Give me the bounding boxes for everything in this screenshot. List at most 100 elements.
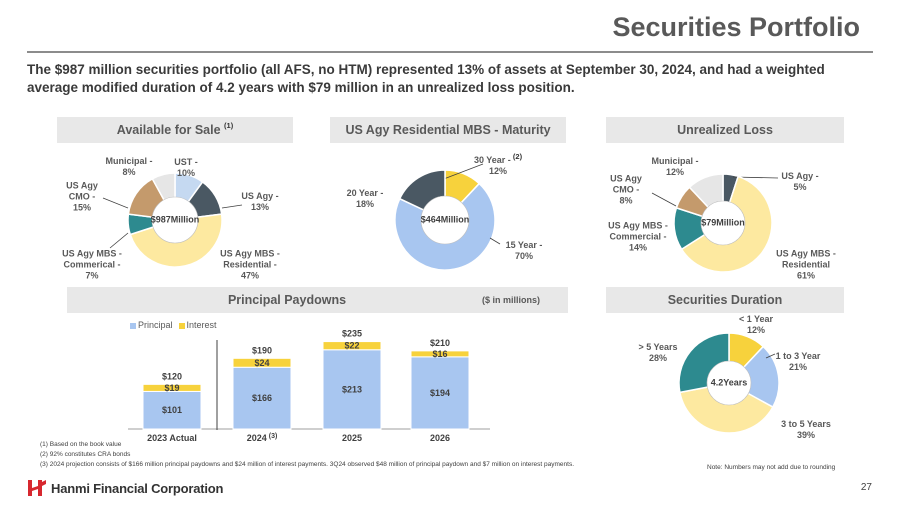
pie-4-label--1-year-line: < 1 Year bbox=[738, 314, 774, 324]
pie-2-label-us-agy-mbs-commercial-line: 14% bbox=[628, 242, 648, 253]
bar-total-label-3: $210 bbox=[430, 338, 450, 348]
pie-0-label-us-agy-cmo-line: 15% bbox=[72, 202, 92, 213]
section-header-paydowns-label: Principal Paydowns bbox=[227, 293, 347, 307]
pie-2-center-label: $79Million bbox=[701, 218, 745, 229]
section-header-mbs: US Agy Residential MBS - Maturity bbox=[330, 117, 566, 143]
pie-0-label-us-agy-cmo-line: US Agy bbox=[66, 180, 98, 191]
pie-4-center-label-line: 4.2 bbox=[710, 377, 724, 388]
pie-2-label-us-agy-mbs-commercial-line: US Agy MBS - bbox=[608, 220, 668, 231]
bar-principal-0 bbox=[142, 390, 202, 430]
bar-principal-label-0: $101 bbox=[162, 405, 182, 415]
pie-0-label-municipal-line: 8% bbox=[122, 167, 136, 177]
pie-4-label-1-to-3-year: 1 to 3 Year 21% bbox=[776, 351, 821, 373]
pie-0-label-ust-line: UST - bbox=[174, 157, 198, 167]
pie-1-label-15-year-line: 15 Year - bbox=[505, 240, 543, 250]
pie-0-label-ust: UST -10% bbox=[174, 157, 198, 179]
pie-2 bbox=[651, 173, 779, 273]
pie-0-label-us-agy-cmo-line: CMO - bbox=[68, 191, 96, 202]
section-header-paydowns: Principal Paydowns ($ in millions) bbox=[67, 287, 568, 313]
pie-0-label-us-agy-mbs-commerical-line: Commerical - bbox=[63, 259, 121, 270]
bar-interest-1 bbox=[232, 357, 292, 368]
bar-total-label-1: $190 bbox=[252, 345, 272, 355]
pie-0-center-label-line: Million bbox=[170, 214, 200, 225]
pie-1 bbox=[394, 163, 501, 271]
pie-2-label-us-agy-cmo-line: CMO - bbox=[612, 184, 640, 195]
pie-0-label-us-agy-mbs-commerical-line: 7% bbox=[85, 270, 99, 281]
page-title: Securities Portfolio bbox=[612, 12, 860, 42]
pie-2-label-us-agy-cmo-line: 8% bbox=[619, 195, 633, 206]
pie-2-label-us-agy-mbs-commercial-line: Commercial - bbox=[609, 231, 667, 242]
rounding-note: Note: Numbers may not add due to roundin… bbox=[707, 464, 836, 471]
pie-0-label-us-agy-mbs-residential: US Agy MBS - Residential -47% bbox=[220, 249, 280, 282]
pie-4-slice-3-to-5-years bbox=[679, 382, 774, 434]
pie-0-label-us-agy-mbs-commerical-line: US Agy MBS - bbox=[62, 248, 122, 259]
pie-0-label-ust-line: 10% bbox=[176, 168, 195, 178]
pie-0-label-us-agy-mbs-residential-line: US Agy MBS - bbox=[220, 248, 280, 259]
pie-1-label-20-year-line: 20 Year - bbox=[346, 188, 384, 198]
pie-2-label-municipal-line: Municipal - bbox=[651, 156, 699, 166]
pie-1-leader-line bbox=[489, 237, 501, 245]
pie-2-label-us-agy-mbs-residential-line: 61% bbox=[796, 270, 816, 281]
pie-0-center-label-line: $987 bbox=[150, 214, 171, 225]
pie-4-center-hole bbox=[706, 360, 752, 406]
pie-1-label-30-year-line: 12% bbox=[488, 166, 507, 176]
pie-0-center-label: $987Million bbox=[151, 215, 200, 226]
legend-principal: Principal bbox=[130, 320, 173, 330]
pie-2-label-municipal: Municipal -12% bbox=[652, 156, 699, 178]
section-header-afs: Available for Sale (1) bbox=[57, 117, 293, 143]
page-number: 27 bbox=[860, 482, 872, 493]
footnote-1: (1) Based on the book value bbox=[40, 441, 122, 448]
pie-4-label--1-year-line: 12% bbox=[746, 325, 765, 335]
bar-interest-2 bbox=[322, 341, 382, 351]
pie-4-label-3-to-5-years-line: 3 to 5 Years bbox=[781, 419, 831, 429]
pie-1-label-30-year-footnote-marker: (2) bbox=[510, 152, 523, 161]
section-header-afs-label: Available for Sale bbox=[116, 123, 221, 137]
bar-principal-3 bbox=[410, 356, 470, 430]
pie-2-center-hole bbox=[700, 200, 746, 246]
pie-4-label-3-to-5-years-line: 39% bbox=[796, 430, 815, 440]
pie-0 bbox=[102, 172, 243, 268]
section-header-duration: Securities Duration bbox=[606, 287, 844, 313]
pie-0-label-us-agy-cmo: US Agy CMO -15% bbox=[66, 181, 98, 214]
legend-interest: Interest bbox=[178, 320, 217, 330]
pie-1-label-30-year: 30 Year - (2) 12% bbox=[474, 152, 523, 177]
legend-interest-label: Interest bbox=[186, 320, 217, 330]
bar-principal-label-3: $194 bbox=[430, 388, 450, 398]
pie-1-center-label-line: Million bbox=[440, 214, 470, 225]
pie-2-label-us-agy-mbs-residential-line: US Agy MBS - bbox=[776, 248, 836, 259]
pie-1-label-15-year: 15 Year -70% bbox=[506, 240, 543, 262]
page-subtitle: The $987 million securities portfolio (a… bbox=[27, 62, 825, 95]
pie-2-label-us-agy: US Agy -5% bbox=[781, 171, 818, 193]
pie-0-label-municipal: Municipal -8% bbox=[106, 156, 153, 178]
pie-0-label-us-agy: US Agy -13% bbox=[241, 191, 278, 213]
pie-0-label-municipal-line: Municipal - bbox=[105, 156, 153, 166]
pie-4-label--5-years: > 5 Years 28% bbox=[638, 342, 677, 364]
footnote-3: (3) 2024 projection consists of $166 mil… bbox=[40, 461, 575, 468]
footnote-2: (2) 92% constitutes CRA bonds bbox=[40, 451, 131, 458]
bar-principal-2 bbox=[322, 349, 382, 430]
pie-1-label-20-year-line: 18% bbox=[355, 199, 374, 209]
pie-4-label--1-year: < 1 Year 12% bbox=[739, 314, 773, 336]
pie-2-center-label-line: $79 bbox=[701, 217, 717, 228]
pie-2-label-us-agy-mbs-residential-line: Residential bbox=[781, 259, 831, 270]
pie-2-label-us-agy-cmo: US Agy CMO -8% bbox=[610, 174, 642, 207]
paydowns-unit-label: ($ in millions) bbox=[481, 295, 540, 305]
bar-category-footnote-marker-1: (3) bbox=[269, 433, 278, 440]
bar-category-label-2: 2025 bbox=[342, 433, 362, 443]
bar-category-label-0: 2023 Actual bbox=[147, 433, 197, 443]
pie-4-center-label: 4.2Years bbox=[711, 378, 748, 389]
bar-total-label-0: $120 bbox=[162, 371, 182, 381]
company-logo: Hanmi Financial Corporation bbox=[27, 477, 223, 499]
section-header-loss: Unrealized Loss bbox=[606, 117, 844, 143]
legend-principal-label: Principal bbox=[138, 320, 173, 330]
bar-interest-label-3: $16 bbox=[432, 349, 447, 359]
bar-principal-label-2: $213 bbox=[342, 384, 362, 394]
bar-interest-0 bbox=[142, 383, 202, 392]
pie-0-center-hole bbox=[151, 196, 199, 244]
company-name: Hanmi Financial Corporation bbox=[51, 480, 224, 496]
pie-1-center-label: $464Million bbox=[421, 215, 470, 226]
pie-2-label-municipal-line: 12% bbox=[665, 167, 684, 177]
pie-0-leader-line bbox=[221, 204, 243, 209]
